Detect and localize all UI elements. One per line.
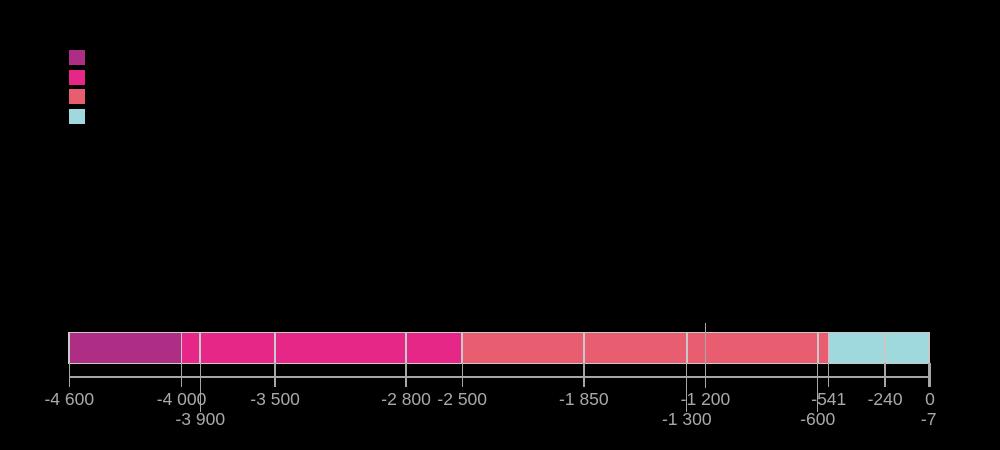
- axis-tick-label: -600: [800, 408, 836, 429]
- axis-tick: [68, 363, 70, 388]
- axis-tick: [180, 363, 183, 388]
- legend-swatch-light-blue: [69, 109, 85, 125]
- axis-tick: [828, 363, 830, 388]
- axis-tick-label: -3 900: [175, 408, 226, 429]
- axis-tick: [274, 363, 276, 388]
- bar-segment: [885, 333, 928, 364]
- axis-tick: [686, 363, 688, 412]
- axis-tick-label: -3 500: [250, 388, 300, 409]
- axis-tick: [817, 363, 819, 412]
- bar-segment: [687, 333, 817, 364]
- axis-tick-label: -7: [920, 408, 937, 429]
- axis-tick-label: -1 850: [559, 388, 609, 409]
- bar-segment: [182, 333, 200, 364]
- axis-tick: [884, 363, 886, 388]
- timeline-bar: [68, 332, 930, 365]
- bar-segment: [70, 333, 181, 364]
- axis-tick: [405, 363, 407, 388]
- axis-tick: [927, 363, 930, 388]
- legend-swatch-purple: [69, 50, 85, 65]
- axis-tick: [583, 363, 585, 388]
- axis-tick-label: -2 500: [437, 388, 488, 409]
- x-axis-line: [69, 376, 931, 378]
- bar-segment: [201, 333, 275, 364]
- axis-tick-label: -1 200: [680, 388, 731, 409]
- legend-swatch-salmon: [69, 89, 85, 105]
- bar-segment: [406, 333, 462, 364]
- bar-segment: [829, 333, 885, 364]
- axis-tick: [929, 363, 931, 388]
- axis-tick: [199, 363, 201, 412]
- axis-tick-label: -541: [811, 388, 847, 409]
- axis-tick-label: -4 600: [44, 388, 95, 409]
- axis-tick-label: -240: [867, 388, 903, 409]
- legend-swatch-pink: [69, 69, 85, 85]
- event-marker-line: [704, 322, 707, 388]
- axis-tick-label: 0: [925, 388, 935, 409]
- bar-segment: [818, 333, 828, 364]
- axis-tick: [461, 363, 463, 388]
- axis-tick-label: -4 000: [156, 388, 207, 409]
- axis-tick-label: -2 800: [381, 388, 431, 409]
- bar-segment: [276, 333, 406, 364]
- axis-tick-label: -1 300: [661, 408, 712, 429]
- bar-segment: [584, 333, 686, 364]
- legend: [69, 50, 89, 130]
- bar-segment: [463, 333, 583, 364]
